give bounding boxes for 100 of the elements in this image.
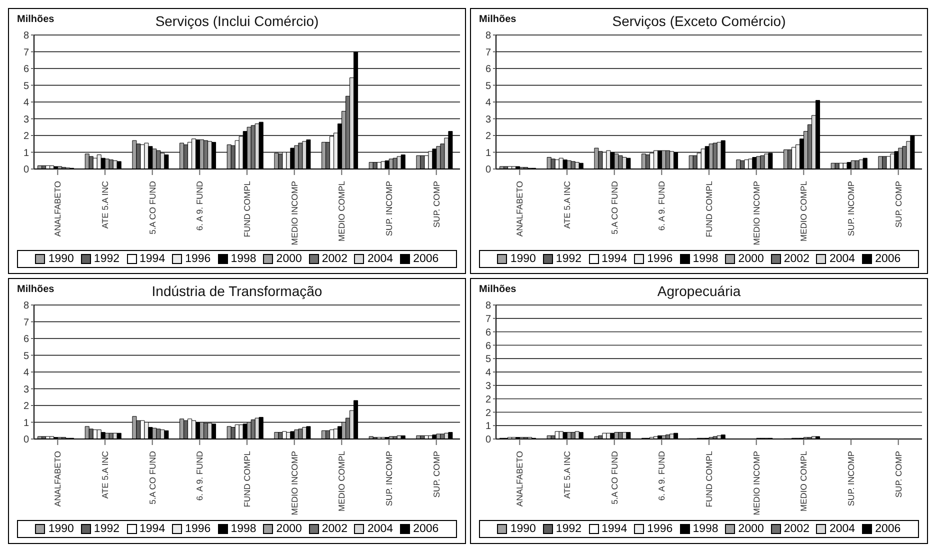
legend-label: 1998	[692, 253, 718, 265]
y-tick-label: 8	[485, 30, 492, 42]
legend-label: 1998	[230, 253, 256, 265]
y-tick-label: 4	[485, 368, 492, 379]
y-tick-label: 1	[23, 148, 30, 159]
y-tick-label: 3	[23, 114, 30, 126]
y-axis-title: Milhões	[17, 284, 54, 295]
y-tick-label: 7	[485, 314, 492, 325]
x-tick-label: ANALFABETO	[514, 450, 525, 507]
legend-label: 1998	[230, 523, 256, 535]
x-tick-label: SUP. INCOMP	[846, 180, 856, 236]
legend-label: 1996	[647, 253, 673, 265]
y-tick-label: 1	[23, 418, 30, 429]
x-tick-label: MEDIO INCOMP	[751, 180, 762, 246]
y-tick-label: 1	[485, 421, 492, 432]
y-tick-label: 2	[485, 394, 492, 406]
legend-label: 2002	[322, 253, 348, 265]
chart-title: Agropecuária	[657, 283, 741, 299]
legend-label: 1992	[94, 253, 120, 265]
x-tick-label: MEDIO INCOMP	[751, 450, 762, 516]
x-tick-label: FUND COMPL	[242, 450, 252, 508]
y-tick-label: 5	[23, 80, 30, 92]
y-tick-label: 0	[485, 434, 492, 446]
legend-label: 2002	[322, 523, 348, 535]
x-tick-label: ATE 5.A INC	[100, 181, 110, 229]
chart-title: Serviços (Exceto Comércio)	[612, 13, 786, 29]
x-tick-label: MEDIO COMPL	[798, 450, 809, 512]
y-tick-label: 8	[485, 300, 492, 312]
legend-label: 1992	[556, 253, 582, 265]
legend-label: 1990	[48, 523, 74, 535]
legend-label: 1992	[556, 523, 582, 535]
legend-label: 1994	[602, 253, 628, 265]
x-tick-label: ATE 5.A INC	[562, 181, 572, 229]
legend-label: 2002	[784, 253, 810, 265]
x-tick-label: FUND COMPL	[704, 180, 714, 238]
y-tick-label: 6	[485, 327, 492, 338]
x-tick-label: SUP. COMP	[431, 180, 442, 228]
legend-label: 1994	[140, 523, 166, 535]
x-tick-label: ANALFABETO	[514, 180, 525, 237]
y-tick-label: 0	[23, 164, 30, 176]
x-tick-label: MEDIO INCOMP	[289, 450, 300, 516]
x-tick-label: ATE 5.A INC	[100, 451, 110, 499]
legend-label: 1990	[510, 523, 536, 535]
chart-title: Indústria de Transformação	[152, 283, 322, 299]
x-tick-label: SUP. COMP	[893, 180, 904, 228]
x-tick-label: 6. A 9. FUND	[656, 451, 667, 501]
y-tick-label: 7	[485, 47, 492, 58]
y-tick-label: 3	[485, 114, 492, 126]
y-tick-label: 6	[23, 64, 30, 76]
legend-label: 2002	[784, 523, 810, 535]
x-tick-label: MEDIO COMPL	[336, 180, 347, 242]
legend-label: 2000	[276, 253, 302, 265]
x-tick-label: ANALFABETO	[52, 450, 63, 507]
legend-label: 2006	[413, 253, 439, 265]
x-tick-label: 6. A 9. FUND	[194, 181, 205, 231]
legend-label: 2000	[276, 523, 302, 535]
y-tick-label: 2	[485, 131, 492, 142]
y-tick-label: 6	[485, 64, 492, 76]
x-tick-label: SUP. INCOMP	[384, 180, 394, 236]
y-tick-label: 3	[23, 384, 30, 396]
y-tick-label: 6	[485, 340, 492, 352]
y-tick-label: 0	[23, 434, 30, 446]
x-tick-label: 5.A CO FUND	[147, 181, 158, 234]
y-tick-label: 4	[485, 98, 492, 109]
legend-label: 2004	[829, 253, 856, 265]
y-tick-label: 5	[485, 354, 492, 366]
x-tick-label: SUP. INCOMP	[384, 450, 394, 506]
legend-label: 1996	[647, 523, 673, 535]
legend-label: 2006	[413, 523, 439, 535]
y-tick-label: 5	[23, 350, 30, 362]
legend-label: 2000	[738, 523, 764, 535]
y-tick-label: 1	[485, 148, 492, 159]
y-tick-label: 8	[23, 300, 30, 312]
legend-label: 2004	[829, 523, 856, 535]
x-tick-label: MEDIO COMPL	[798, 180, 809, 242]
legend-label: 2004	[367, 253, 394, 265]
x-tick-label: FUND COMPL	[704, 450, 714, 508]
y-tick-label: 4	[23, 98, 30, 109]
legend-label: 1996	[185, 523, 211, 535]
x-tick-label: 5.A CO FUND	[147, 451, 158, 504]
x-tick-label: MEDIO COMPL	[336, 450, 347, 512]
y-axis-title: Milhões	[479, 284, 516, 295]
legend-label: 1990	[48, 253, 74, 265]
legend-label: 1994	[602, 523, 628, 535]
y-tick-label: 8	[23, 30, 30, 42]
x-tick-label: ATE 5.A INC	[562, 451, 572, 499]
y-tick-label: 6	[23, 334, 30, 346]
y-tick-label: 4	[23, 368, 30, 379]
x-tick-label: 5.A CO FUND	[609, 181, 620, 234]
legend-label: 1996	[185, 253, 211, 265]
y-tick-label: 0	[485, 164, 492, 176]
y-tick-label: 2	[485, 408, 492, 419]
x-tick-label: SUP. COMP	[893, 450, 904, 498]
x-tick-label: FUND COMPL	[242, 180, 252, 238]
legend-label: 1992	[94, 523, 120, 535]
legend-label: 2000	[738, 253, 764, 265]
x-tick-label: SUP. INCOMP	[846, 450, 856, 506]
y-tick-label: 7	[23, 47, 30, 58]
y-axis-title: Milhões	[479, 14, 516, 25]
x-tick-label: SUP. COMP	[431, 450, 442, 498]
